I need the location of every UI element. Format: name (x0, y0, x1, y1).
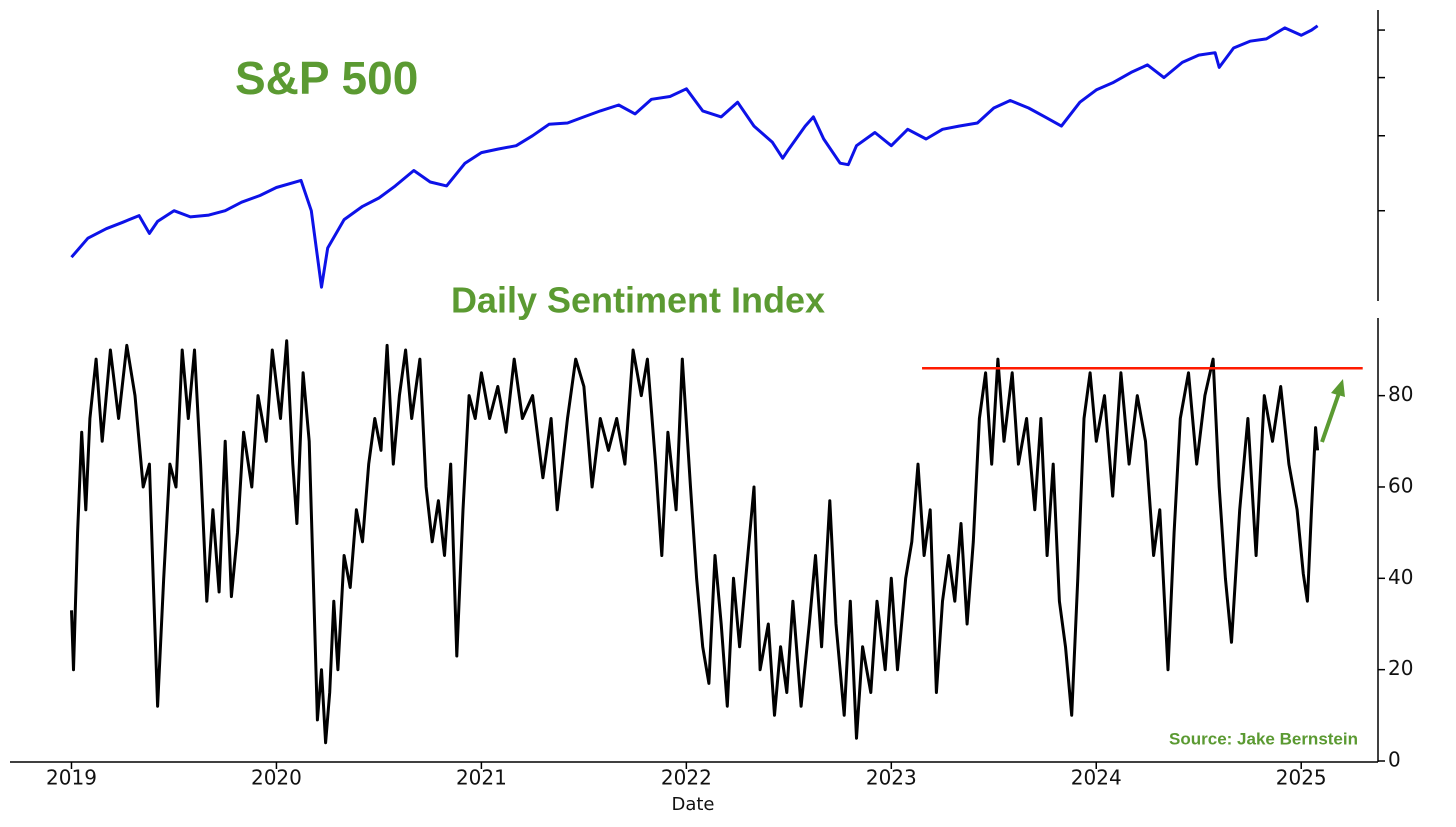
x-tick-label: 2024 (1071, 766, 1122, 790)
x-tick-label: 2025 (1276, 766, 1327, 790)
data-line (70, 24, 1319, 289)
x-tick-label: 2019 (46, 766, 97, 790)
arrow (1320, 392, 1341, 443)
x-tick-label: 2021 (456, 766, 507, 790)
annotation: Source: Jake Bernstein (1169, 729, 1358, 748)
chart-title: S&P 500 (235, 52, 418, 104)
x-tick-label: 2022 (661, 766, 712, 790)
y-tick-label: 40 (1388, 565, 1413, 589)
y-tick-label: 0 (1388, 748, 1401, 772)
data-line (70, 339, 1320, 745)
y-tick-label: 80 (1388, 382, 1413, 406)
x-axis-label: Date (671, 794, 714, 815)
y-tick-label: 20 (1388, 656, 1413, 680)
y-tick-label: 60 (1388, 473, 1413, 497)
arrow-head (1331, 379, 1345, 397)
chart-title: Daily Sentiment Index (451, 280, 825, 321)
x-tick-label: 2023 (866, 766, 917, 790)
x-tick-label: 2020 (251, 766, 302, 790)
